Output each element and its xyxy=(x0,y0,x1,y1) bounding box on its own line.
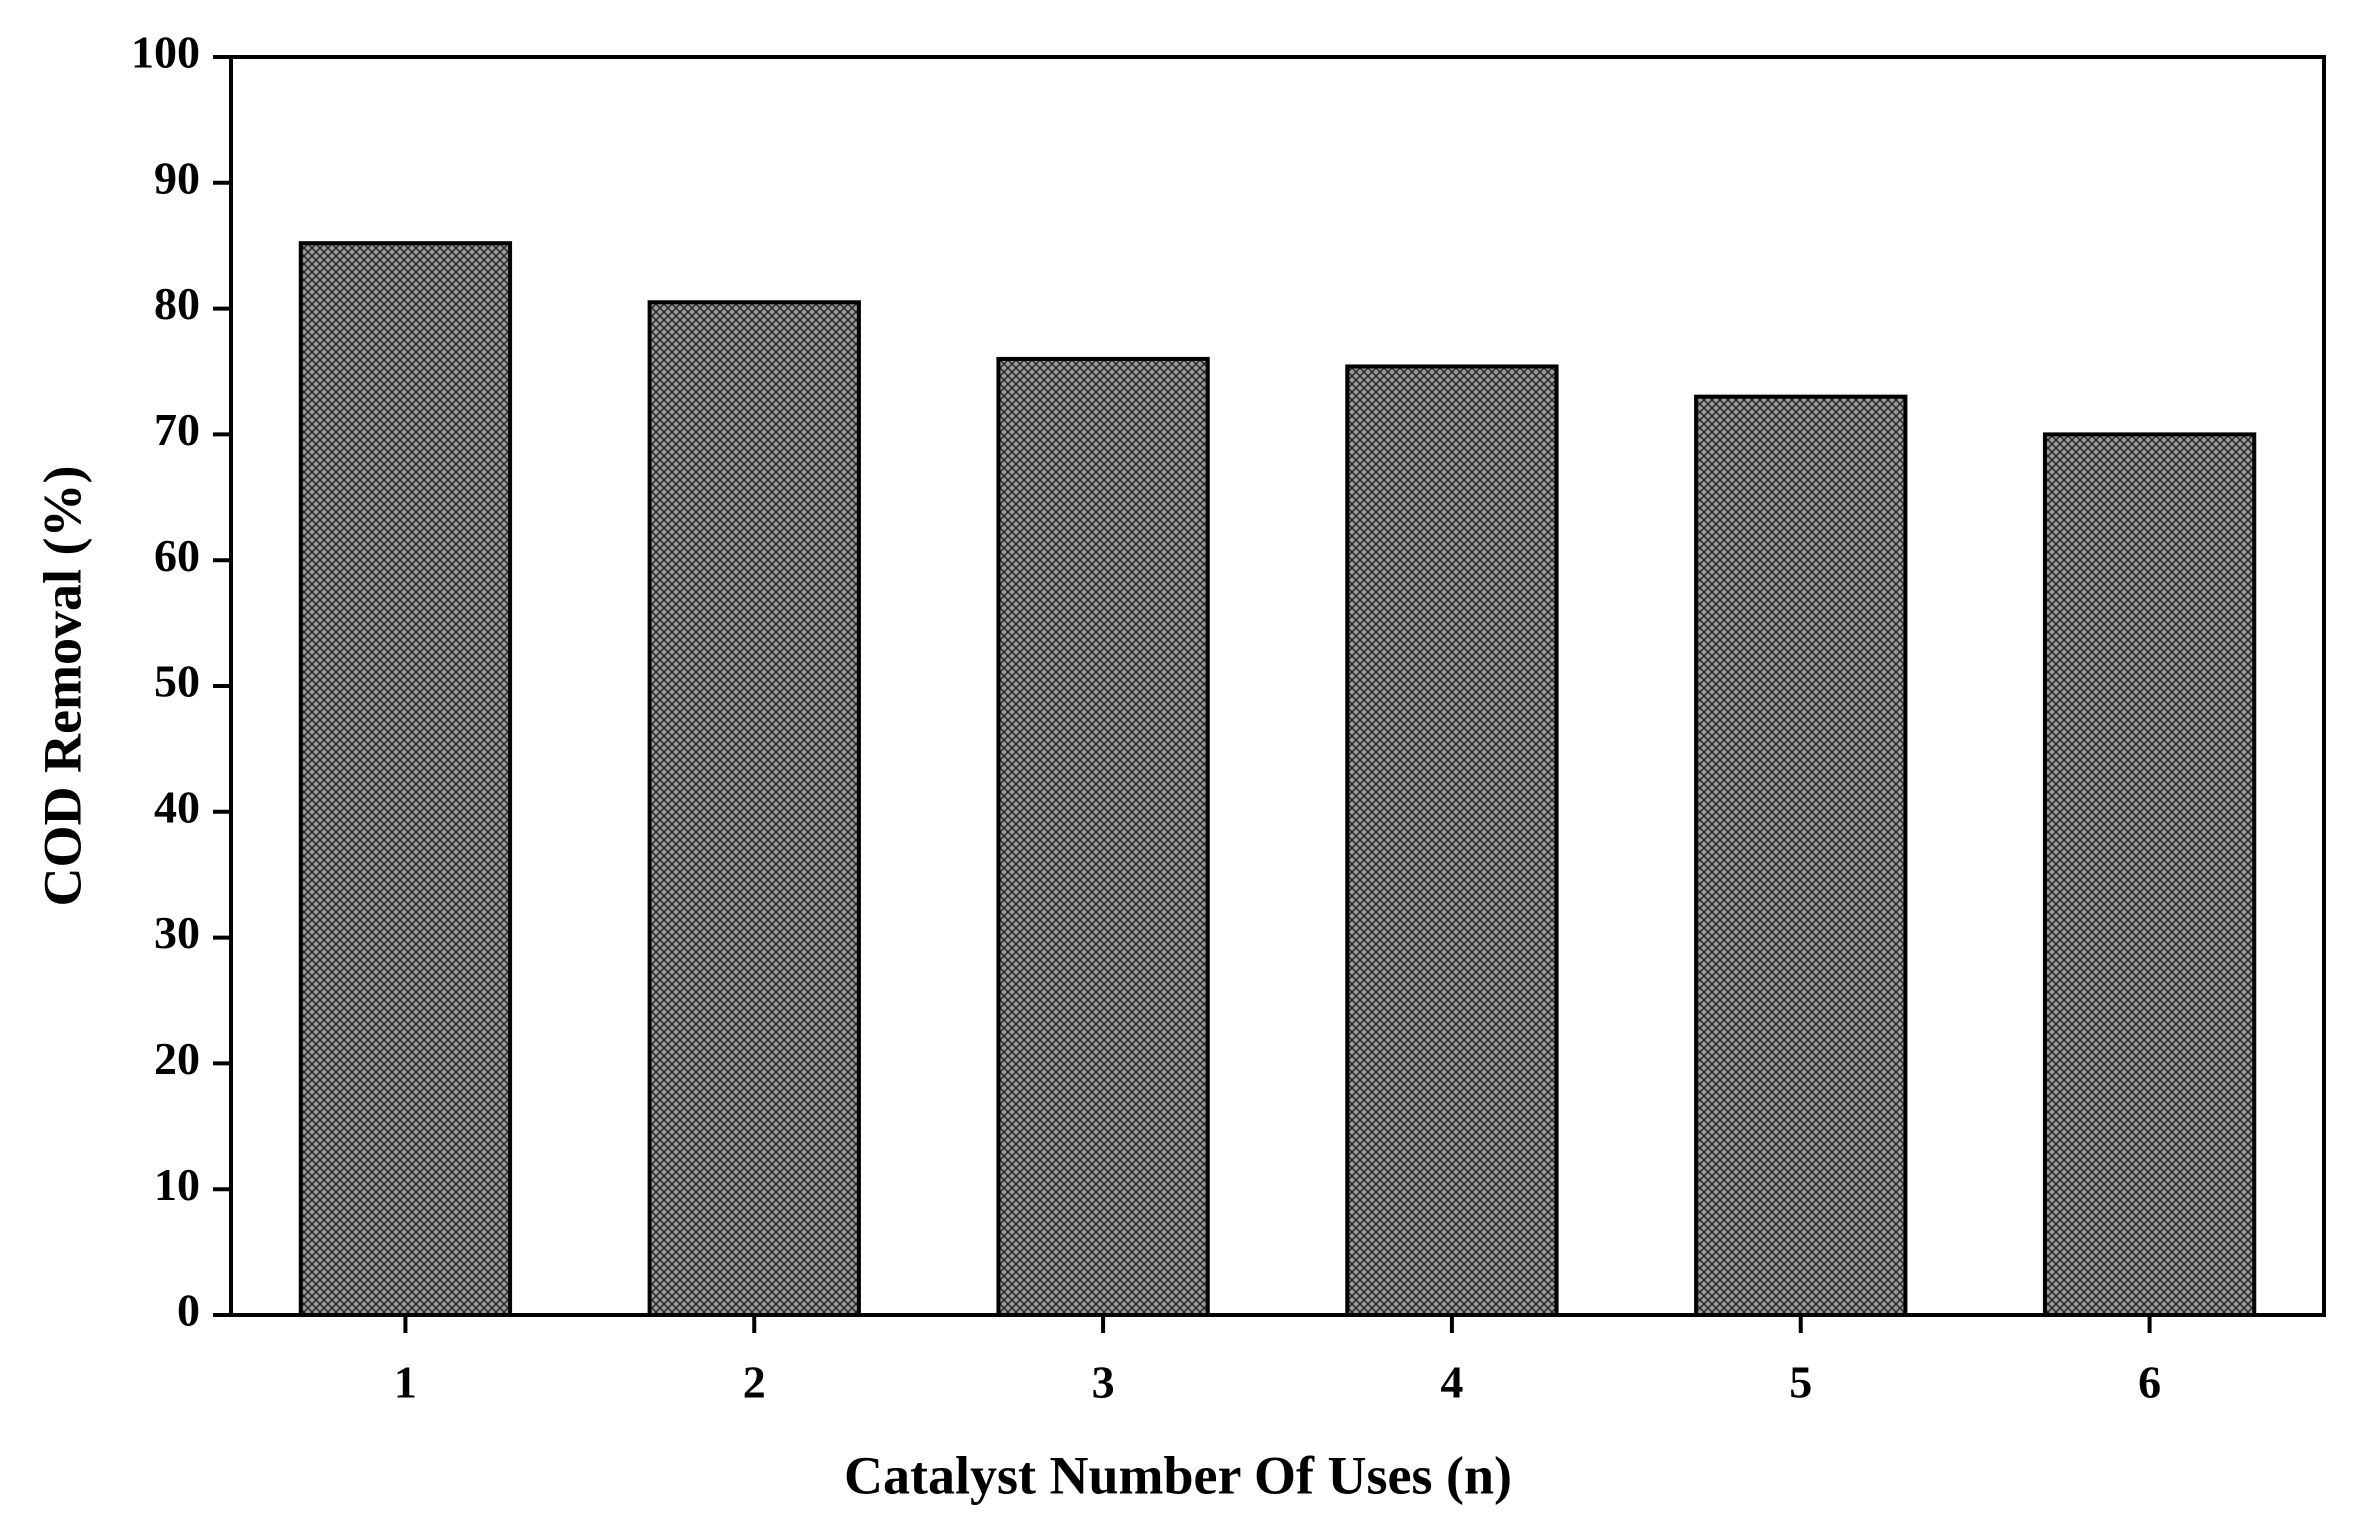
y-tick-label: 70 xyxy=(154,404,200,455)
y-tick-label: 0 xyxy=(177,1285,200,1336)
x-tick-label: 4 xyxy=(1440,1357,1463,1408)
x-axis-title: Catalyst Number Of Uses (n) xyxy=(844,1445,1512,1505)
bar xyxy=(996,356,1210,1318)
bar xyxy=(647,300,861,1317)
y-tick-label: 30 xyxy=(154,907,200,958)
bar xyxy=(1694,394,1908,1318)
plot-frame xyxy=(229,55,2326,1317)
y-tick-label: 40 xyxy=(154,781,200,832)
y-axis-title: COD Removal (%) xyxy=(32,466,92,907)
y-tick-label: 60 xyxy=(154,530,200,581)
y-tick-label: 10 xyxy=(154,1159,200,1210)
x-tick-label: 3 xyxy=(1092,1357,1115,1408)
bar xyxy=(298,241,513,1318)
y-tick-label: 80 xyxy=(154,278,200,329)
x-tick-label: 5 xyxy=(1789,1357,1812,1408)
x-tick-label: 2 xyxy=(743,1357,766,1408)
y-tick-label: 50 xyxy=(154,656,200,707)
bar xyxy=(2042,432,2257,1317)
x-tick-label: 6 xyxy=(2138,1357,2161,1408)
bar xyxy=(1345,364,1559,1317)
x-tick-label: 1 xyxy=(394,1357,417,1408)
y-tick-label: 20 xyxy=(154,1033,200,1084)
y-tick-label: 90 xyxy=(154,152,200,203)
y-tick-label: 100 xyxy=(131,27,200,78)
